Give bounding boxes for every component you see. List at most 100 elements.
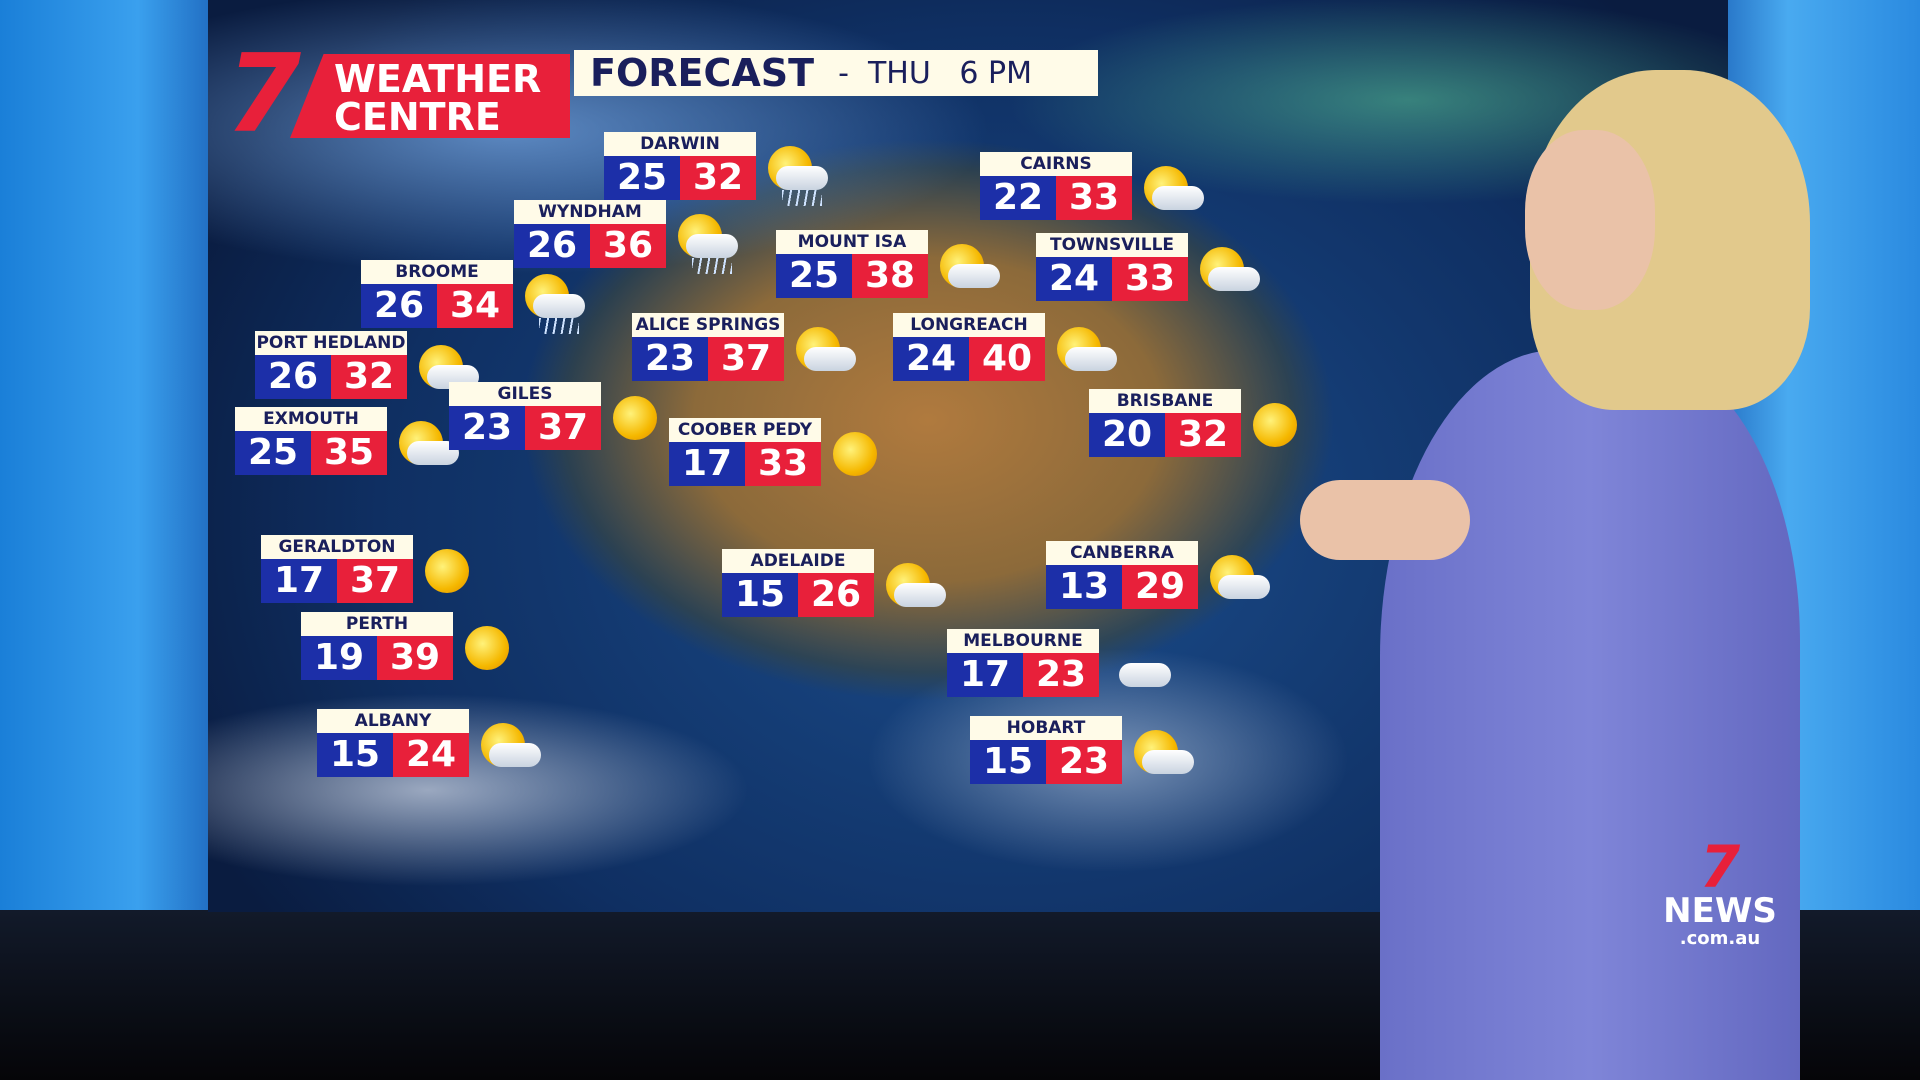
min-temp: 25 <box>235 431 311 475</box>
city-name: EXMOUTH <box>235 407 387 431</box>
city-name: CANBERRA <box>1046 541 1198 565</box>
max-temp: 24 <box>393 733 469 777</box>
city-forecast-albany: ALBANY 15 24 <box>317 709 469 777</box>
max-temp: 36 <box>590 224 666 268</box>
sun-cloud-rain-icon <box>672 212 738 274</box>
max-temp: 37 <box>525 406 601 450</box>
brand-line-1: WEATHER <box>334 57 542 101</box>
min-temp: 17 <box>261 559 337 603</box>
weather-centre-logo: 7 WEATHER CENTRE <box>226 32 571 157</box>
temperature-row: 17 23 <box>947 653 1099 697</box>
max-temp: 26 <box>798 573 874 617</box>
temperature-row: 24 40 <box>893 337 1045 381</box>
temperature-row: 15 26 <box>722 573 874 617</box>
cloud-icon <box>489 743 541 767</box>
city-name: TOWNSVILLE <box>1036 233 1188 257</box>
city-forecast-alice-springs: ALICE SPRINGS 23 37 <box>632 313 784 381</box>
forecast-time: - THU 6 PM <box>838 55 1033 91</box>
min-temp: 13 <box>1046 565 1122 609</box>
city-name: ADELAIDE <box>722 549 874 573</box>
satellite-clouds-north <box>208 0 1728 280</box>
city-forecast-brisbane: BRISBANE 20 32 <box>1089 389 1241 457</box>
sun-cloud-icon <box>393 419 459 469</box>
weather-centre-badge: WEATHER CENTRE <box>290 54 570 138</box>
cloud-icon <box>1152 186 1204 210</box>
sun-cloud-icon <box>475 721 541 771</box>
min-temp: 20 <box>1089 413 1165 457</box>
city-name: CAIRNS <box>980 152 1132 176</box>
sun-cloud-icon <box>880 561 946 611</box>
sun-cloud-rain-icon <box>519 272 585 334</box>
city-forecast-coober-pedy: COOBER PEDY 17 33 <box>669 418 821 486</box>
cloud-icon <box>1208 267 1260 291</box>
city-name: MOUNT ISA <box>776 230 928 254</box>
temperature-row: 25 38 <box>776 254 928 298</box>
forecast-title: FORECAST <box>590 51 815 95</box>
city-name: PORT HEDLAND <box>255 331 407 355</box>
presenter-face <box>1525 130 1655 310</box>
cloud-icon <box>1119 663 1171 687</box>
city-forecast-adelaide: ADELAIDE 15 26 <box>722 549 874 617</box>
temperature-row: 24 33 <box>1036 257 1188 301</box>
temperature-row: 23 37 <box>632 337 784 381</box>
temperature-row: 25 32 <box>604 156 756 200</box>
city-name: GERALDTON <box>261 535 413 559</box>
rain-icon <box>539 318 579 334</box>
city-name: BRISBANE <box>1089 389 1241 413</box>
7news-text: NEWS <box>1663 891 1777 931</box>
city-name: ALBANY <box>317 709 469 733</box>
min-temp: 24 <box>1036 257 1112 301</box>
cloud-icon <box>894 583 946 607</box>
temperature-row: 26 36 <box>514 224 666 268</box>
sun-icon <box>1247 401 1307 451</box>
city-name: WYNDHAM <box>514 200 666 224</box>
cloud-icon <box>533 294 585 318</box>
min-temp: 25 <box>604 156 680 200</box>
max-temp: 32 <box>1165 413 1241 457</box>
city-forecast-giles: GILES 23 37 <box>449 382 601 450</box>
cloud-icon <box>804 347 856 371</box>
temperature-row: 23 37 <box>449 406 601 450</box>
seven-logo-numeral: 7 <box>226 32 302 157</box>
city-name: DARWIN <box>604 132 756 156</box>
min-temp: 26 <box>514 224 590 268</box>
city-name: PERTH <box>301 612 453 636</box>
sun-cloud-rain-icon <box>762 144 828 206</box>
max-temp: 34 <box>437 284 513 328</box>
max-temp: 23 <box>1046 740 1122 784</box>
sun-icon <box>419 547 479 597</box>
temperature-row: 26 34 <box>361 284 513 328</box>
min-temp: 22 <box>980 176 1056 220</box>
temperature-row: 22 33 <box>980 176 1132 220</box>
max-temp: 33 <box>1112 257 1188 301</box>
cloud-icon <box>1105 641 1171 691</box>
temperature-row: 17 37 <box>261 559 413 603</box>
sun-icon <box>827 430 887 480</box>
cloud-icon <box>948 264 1000 288</box>
temperature-row: 26 32 <box>255 355 407 399</box>
temperature-row: 19 39 <box>301 636 453 680</box>
city-forecast-melbourne: MELBOURNE 17 23 <box>947 629 1099 697</box>
cloud-icon <box>776 166 828 190</box>
city-forecast-townsville: TOWNSVILLE 24 33 <box>1036 233 1188 301</box>
sun-icon <box>465 626 509 670</box>
brand-line-2: CENTRE <box>334 95 501 139</box>
city-forecast-canberra: CANBERRA 13 29 <box>1046 541 1198 609</box>
sun-icon <box>833 432 877 476</box>
cloud-icon <box>1142 750 1194 774</box>
studio-wall-left <box>0 0 230 990</box>
min-temp: 26 <box>255 355 331 399</box>
7news-domain: .com.au <box>1679 928 1761 949</box>
city-name: BROOME <box>361 260 513 284</box>
7news-watermark: 7 NEWS .com.au <box>1640 838 1800 949</box>
cloud-icon <box>1218 575 1270 599</box>
city-forecast-hobart: HOBART 15 23 <box>970 716 1122 784</box>
presenter-dress <box>1380 350 1800 1080</box>
forecast-title-bar: FORECAST - THU 6 PM <box>574 50 1098 96</box>
sun-cloud-icon <box>1138 164 1204 214</box>
sun-cloud-icon <box>934 242 1000 292</box>
min-temp: 19 <box>301 636 377 680</box>
sun-icon <box>459 624 519 674</box>
max-temp: 39 <box>377 636 453 680</box>
min-temp: 24 <box>893 337 969 381</box>
